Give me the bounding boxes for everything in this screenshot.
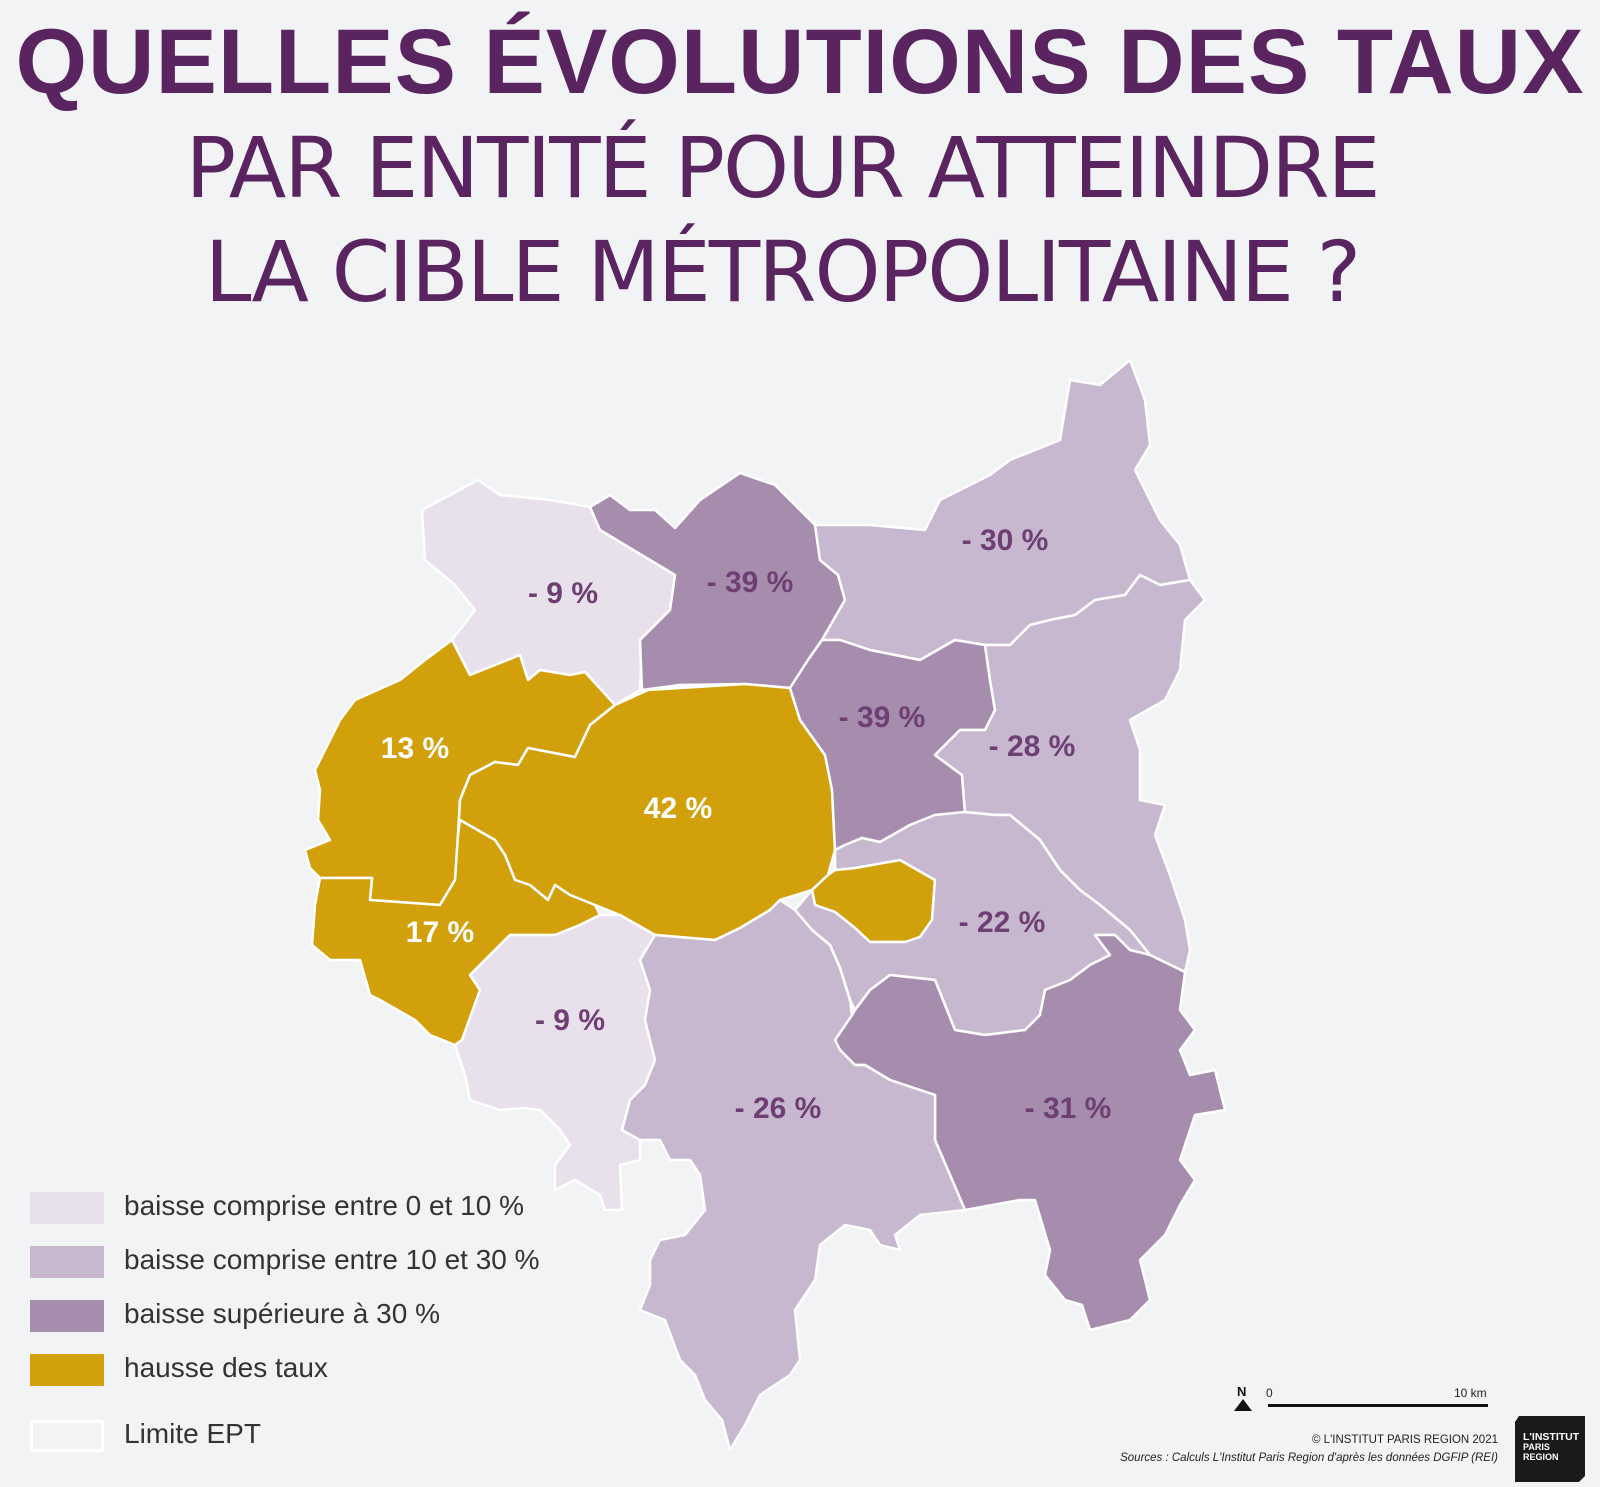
legend-item-baisse-10-30: baisse comprise entre 10 et 30 % <box>30 1244 590 1282</box>
region-label-sw-17: 17 % <box>406 916 474 949</box>
region-label-center-39: - 39 % <box>839 701 926 734</box>
region-label-paris-42: 42 % <box>644 792 712 825</box>
logo-line-3: REGION <box>1523 1452 1559 1462</box>
sources: Sources : Calculs L'Institut Paris Regio… <box>1120 1452 1498 1464</box>
legend-swatch <box>30 1246 104 1278</box>
logo-line-1: L'INSTITUT <box>1523 1431 1580 1443</box>
region-label-east-28: - 28 % <box>989 730 1076 763</box>
region-label-nw-9: - 9 % <box>528 577 598 610</box>
region-se-31[interactable] <box>833 933 1227 1332</box>
scale-bar: N 0 10 km <box>1234 1384 1500 1426</box>
legend-item-baisse-sup-30: baisse supérieure à 30 % <box>30 1298 590 1336</box>
legend-swatch <box>30 1192 104 1224</box>
ept-limit-line <box>811 929 852 1001</box>
title-line-3: LA CIBLE MÉTROPOLITAINE ? <box>204 223 1361 321</box>
scale-end: 10 km <box>1454 1386 1487 1400</box>
region-label-se-22: - 22 % <box>959 906 1046 939</box>
legend-label: baisse comprise entre 0 et 10 % <box>124 1190 524 1221</box>
institut-logo-icon <box>1515 1416 1585 1482</box>
region-label-se-31: - 31 % <box>1025 1092 1112 1125</box>
region-east-28[interactable] <box>933 573 1207 974</box>
copyright: © L'INSTITUT PARIS REGION 2021 <box>1312 1434 1498 1446</box>
north-arrow-icon: N <box>1234 1384 1258 1420</box>
logo-line-2: PARIS <box>1523 1442 1550 1452</box>
legend-item-hausse: hausse des taux <box>30 1352 590 1390</box>
region-label-north-39: - 39 % <box>707 566 794 599</box>
region-sw-9[interactable] <box>453 913 657 1212</box>
legend-item-baisse-0-10: baisse comprise entre 0 et 10 % <box>30 1190 590 1228</box>
region-label-west-13: 13 % <box>381 732 449 765</box>
scale-line <box>1268 1404 1488 1407</box>
title-line-2: PAR ENTITÉ POUR ATTEINDRE <box>185 119 1380 217</box>
scale-start: 0 <box>1266 1386 1273 1400</box>
legend-label: baisse supérieure à 30 % <box>124 1298 440 1329</box>
legend-swatch <box>30 1354 104 1386</box>
region-label-ne-30: - 30 % <box>962 524 1049 557</box>
title-line-1: QUELLES ÉVOLUTIONS DES TAUX <box>15 11 1585 113</box>
region-south-26[interactable] <box>620 898 967 1452</box>
legend-label: baisse comprise entre 10 et 30 % <box>124 1244 540 1275</box>
legend-label: Limite EPT <box>124 1418 261 1449</box>
legend-item-limite-ept: Limite EPT <box>30 1418 590 1456</box>
north-letter: N <box>1237 1384 1247 1399</box>
region-label-south-26: - 26 % <box>735 1092 822 1125</box>
north-arrow-shape <box>1234 1399 1252 1411</box>
region-label-sw-9: - 9 % <box>535 1004 605 1037</box>
legend-swatch <box>30 1420 104 1452</box>
logo-text: L'INSTITUT PARIS REGION <box>1523 1432 1585 1462</box>
legend-swatch <box>30 1300 104 1332</box>
legend-label: hausse des taux <box>124 1352 328 1383</box>
